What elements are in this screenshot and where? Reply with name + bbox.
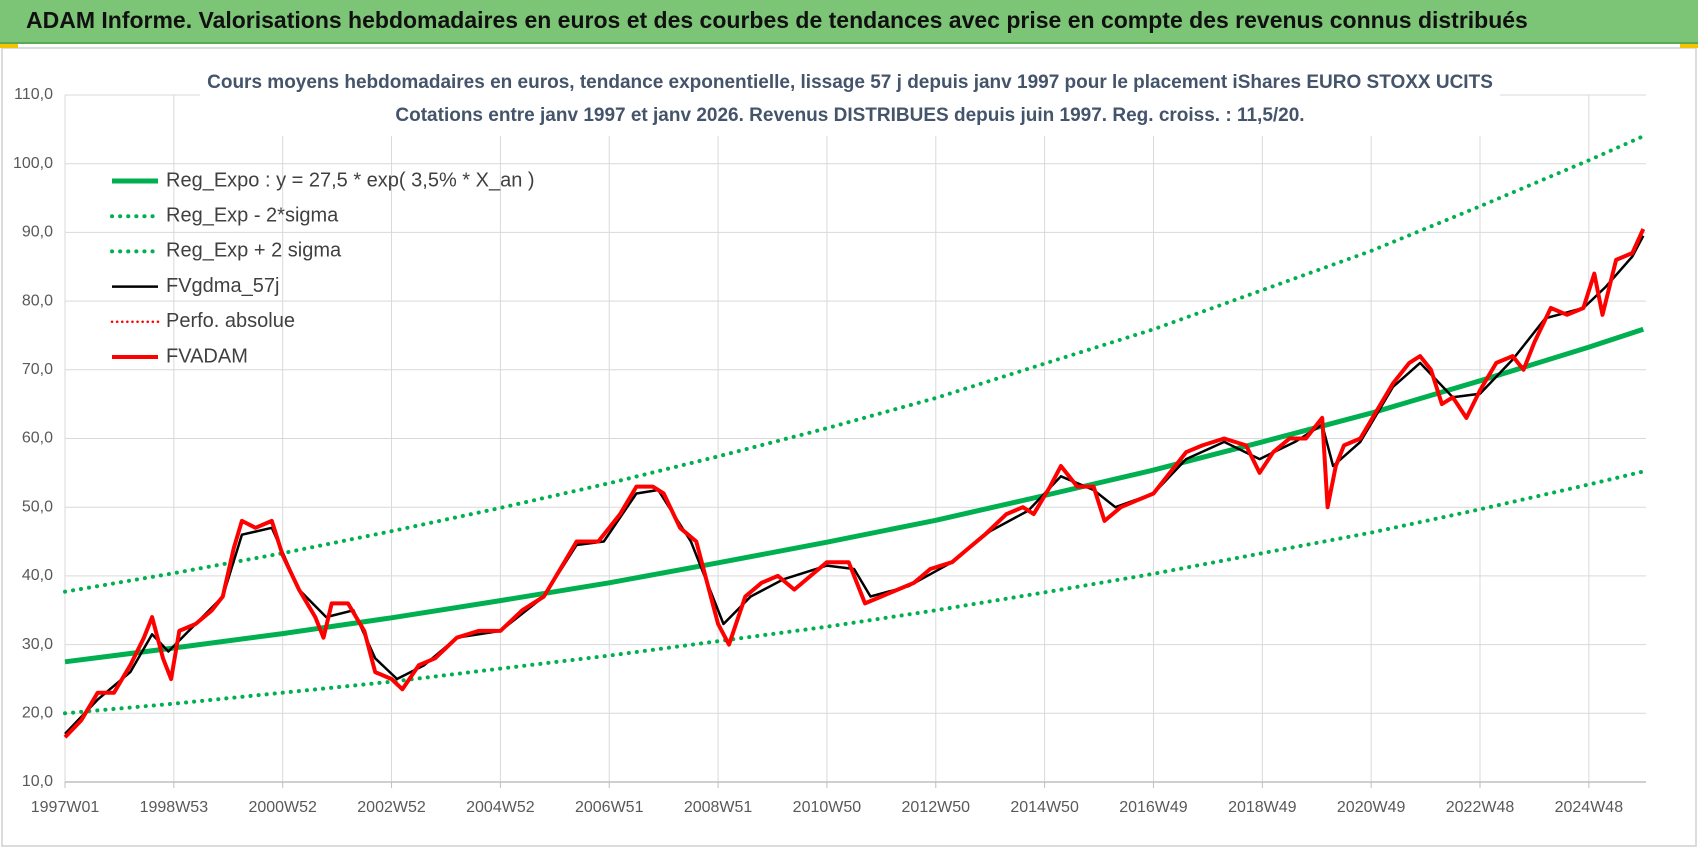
chart-frame xyxy=(1,47,1697,847)
y-tick-label: 20,0 xyxy=(22,705,53,722)
legend-label: Reg_Exp + 2 sigma xyxy=(166,240,342,262)
y-tick-label: 30,0 xyxy=(22,636,53,653)
x-tick-label: 2018W49 xyxy=(1228,799,1297,816)
series-line xyxy=(64,235,1645,735)
title-backdrop xyxy=(200,66,1500,136)
y-tick-label: 90,0 xyxy=(22,224,53,241)
y-tick-label: 100,0 xyxy=(13,155,53,172)
x-tick-label: 2004W52 xyxy=(466,799,535,816)
x-tick-label: 2010W50 xyxy=(793,799,862,816)
x-tick-label: 2008W51 xyxy=(684,799,753,816)
y-tick-label: 110,0 xyxy=(14,86,53,103)
x-tick-label: 2012W50 xyxy=(902,799,971,816)
corner-mark xyxy=(1680,44,1698,48)
series-line xyxy=(63,228,1646,739)
series-line xyxy=(64,326,1645,665)
x-tick-label: 2006W51 xyxy=(575,799,644,816)
chart-subtitle: Cotations entre janv 1997 et janv 2026. … xyxy=(395,105,1304,126)
legend-label: Perfo. absolue xyxy=(166,310,295,332)
y-tick-label: 60,0 xyxy=(22,430,53,447)
legend-label: FVADAM xyxy=(166,345,248,367)
x-tick-label: 2000W52 xyxy=(248,799,317,816)
legend-label: FVgdma_57j xyxy=(166,275,279,297)
corner-mark xyxy=(0,44,18,48)
y-tick-label: 50,0 xyxy=(22,498,53,515)
legend-label: Reg_Expo : y = 27,5 * exp( 3,5% * X_an ) xyxy=(166,169,535,191)
x-tick-label: 2002W52 xyxy=(357,799,426,816)
x-tick-label: 1997W01 xyxy=(31,799,100,816)
y-tick-label: 70,0 xyxy=(22,361,53,378)
y-tick-label: 80,0 xyxy=(22,292,53,309)
legend-label: Reg_Exp - 2*sigma xyxy=(166,204,339,226)
header-bar: ADAM Informe. Valorisations hebdomadaire… xyxy=(0,0,1698,44)
x-tick-label: 2016W49 xyxy=(1119,799,1188,816)
y-tick-label: 10,0 xyxy=(22,773,53,790)
x-tick-label: 2014W50 xyxy=(1010,799,1079,816)
chart-title: Cours moyens hebdomadaires en euros, ten… xyxy=(207,72,1493,93)
y-tick-label: 40,0 xyxy=(22,567,53,584)
series-line xyxy=(63,134,1646,594)
x-tick-label: 2022W48 xyxy=(1446,799,1515,816)
x-tick-label: 1998W53 xyxy=(140,799,209,816)
header-title: ADAM Informe. Valorisations hebdomadaire… xyxy=(26,7,1528,33)
x-tick-label: 2020W49 xyxy=(1337,799,1406,816)
x-tick-label: 2024W48 xyxy=(1555,799,1624,816)
